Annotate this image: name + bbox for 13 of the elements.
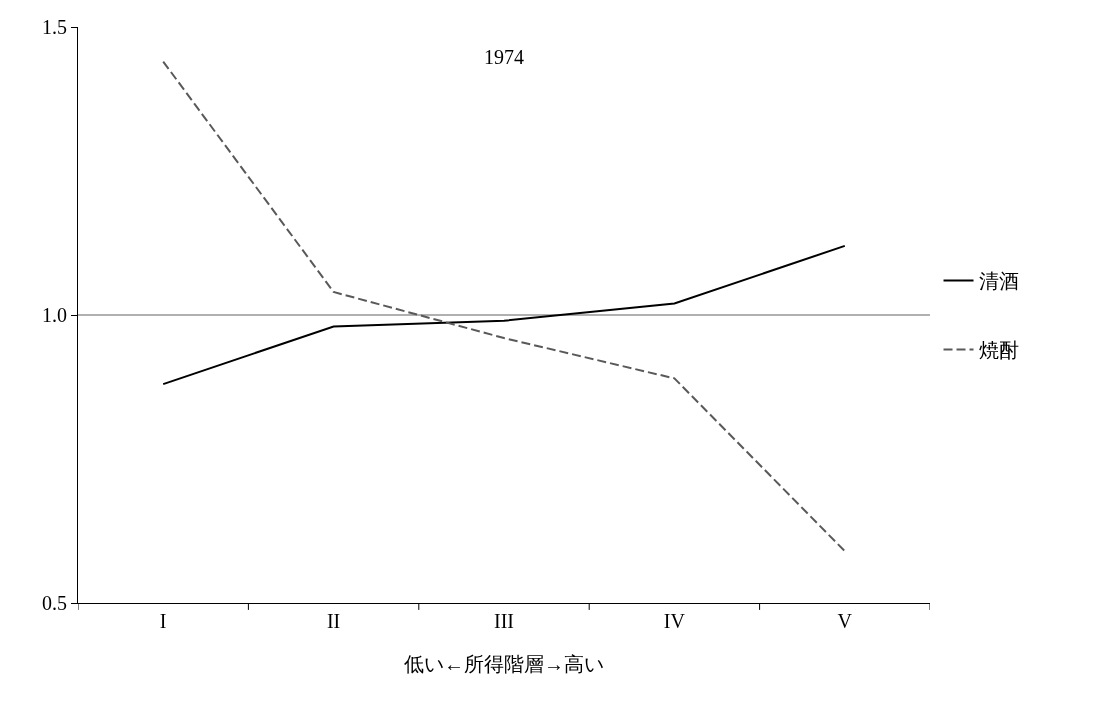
x-tick-label: I: [159, 610, 167, 632]
x-tick-label: II: [326, 610, 341, 632]
annotation: 1974: [484, 46, 524, 68]
y-tick-label: 0.5: [42, 592, 67, 614]
y-tick-label: 1.5: [42, 16, 67, 38]
x-tick-label: III: [494, 610, 514, 632]
legend-label: 焼酎: [978, 339, 1019, 362]
x-tick-label: IV: [663, 610, 686, 632]
legend-label: 清酒: [978, 270, 1019, 293]
x-axis-title: 低い←所得階層→高い: [404, 652, 604, 675]
y-tick-label: 1.0: [42, 304, 67, 326]
line-series: [162, 244, 846, 386]
x-tick-label: V: [837, 610, 853, 632]
